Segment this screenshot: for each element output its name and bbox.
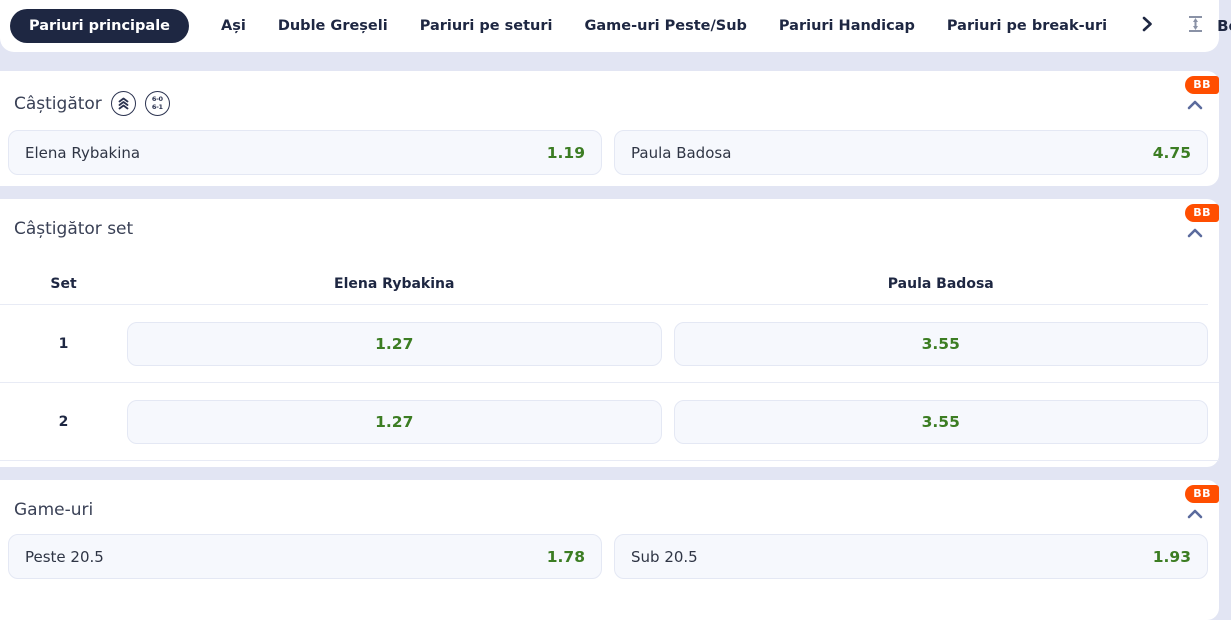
odds-button-under-games[interactable]: Sub 20.5 1.93	[614, 534, 1208, 579]
section-collapse-button[interactable]	[1186, 506, 1204, 520]
section-title: Câștigător	[14, 93, 102, 114]
tab-duble-greseli[interactable]: Duble Greșeli	[277, 18, 388, 34]
column-header-player2: Paula Badosa	[887, 275, 994, 292]
odds-value: 3.55	[921, 413, 960, 431]
bet-builder-control: Bet Builder	[1187, 13, 1231, 40]
section-winner: BB Câștigător 6-0 6-1 Elena Rybakina 1.1…	[0, 71, 1219, 186]
set-table-header: Set Elena Rybakina Paula Badosa	[0, 263, 1208, 305]
column-header-set: Set	[50, 275, 77, 292]
odds-value: 1.27	[375, 335, 414, 353]
section-set-winner: BB Câștigător set Set Elena Rybakina Pau…	[0, 199, 1219, 467]
score-circle-icon[interactable]: 6-0 6-1	[144, 91, 170, 116]
selection-label: Sub 20.5	[631, 547, 698, 566]
section-title: Câștigător set	[14, 219, 134, 239]
odds-value: 1.19	[546, 143, 585, 162]
score-line-2: 6-1	[151, 102, 163, 111]
tab-pariuri-pe-seturi[interactable]: Pariuri pe seturi	[419, 18, 553, 34]
bet-builder-icon	[1187, 14, 1204, 38]
odds-button-rybakina-set1[interactable]: 1.27	[127, 322, 662, 366]
odds-value: 3.55	[921, 335, 960, 353]
selection-label: Elena Rybakina	[25, 143, 141, 162]
chevron-right-icon	[1139, 15, 1155, 37]
odds-button-rybakina-set2[interactable]: 1.27	[127, 400, 662, 444]
tab-pariuri-handicap[interactable]: Pariuri Handicap	[778, 18, 915, 34]
odds-button-rybakina-match[interactable]: Elena Rybakina 1.19	[8, 130, 602, 175]
odds-button-badosa-set1[interactable]: 3.55	[673, 322, 1208, 366]
odds-value: 1.78	[546, 547, 585, 566]
section-collapse-button[interactable]	[1186, 225, 1204, 239]
odds-button-over-games[interactable]: Peste 20.5 1.78	[8, 534, 602, 579]
odds-button-badosa-match[interactable]: Paula Badosa 4.75	[614, 130, 1208, 175]
tabs-scroll-right-button[interactable]	[1139, 15, 1155, 37]
odds-value: 1.93	[1152, 547, 1191, 566]
table-row-set-1: 1 1.27 3.55	[0, 305, 1219, 383]
bet-builder-badge: BB	[1185, 76, 1219, 94]
market-tabs-bar: Pariuri principale Ași Duble Greșeli Par…	[0, 0, 1231, 52]
tab-asi[interactable]: Ași	[221, 18, 246, 34]
table-row-set-2: 2 1.27 3.55	[0, 383, 1219, 461]
set-number: 1	[58, 336, 69, 352]
selection-label: Peste 20.5	[25, 547, 104, 566]
bet-builder-badge: BB	[1185, 485, 1219, 503]
tab-gameuri-peste-sub[interactable]: Game-uri Peste/Sub	[584, 18, 747, 34]
selection-label: Paula Badosa	[631, 143, 732, 162]
score-line-1: 6-0	[151, 95, 163, 103]
tab-pariuri-pe-breakuri[interactable]: Pariuri pe break-uri	[946, 18, 1108, 34]
odds-button-badosa-set2[interactable]: 3.55	[673, 400, 1208, 444]
odds-value: 1.27	[375, 413, 414, 431]
column-header-player1: Elena Rybakina	[334, 275, 455, 292]
odds-value: 4.75	[1152, 143, 1191, 162]
section-title: Game-uri	[14, 500, 94, 520]
section-games: BB Game-uri Peste 20.5 1.78 Sub 20.5 1.9…	[0, 480, 1219, 620]
chevrons-up-circle-icon[interactable]	[110, 91, 136, 116]
section-collapse-button[interactable]	[1186, 97, 1204, 111]
bet-builder-badge: BB	[1185, 204, 1219, 222]
bet-builder-label: Bet Builder	[1217, 17, 1231, 35]
tab-pariuri-principale[interactable]: Pariuri principale	[10, 9, 189, 43]
set-number: 2	[58, 414, 69, 430]
